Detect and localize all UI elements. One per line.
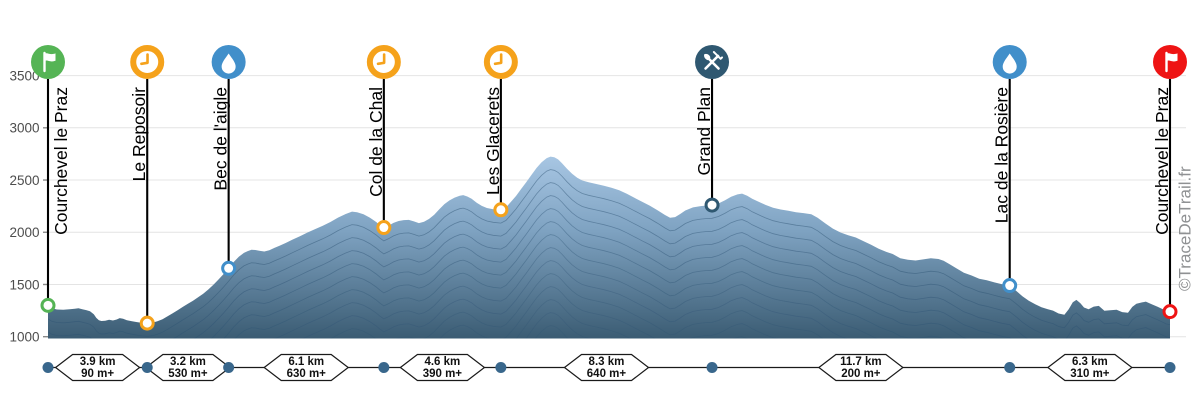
waypoint-label: Courchevel le Praz <box>1152 87 1172 235</box>
segment-gain: 630 m+ <box>287 368 327 380</box>
segment-boundary-dot <box>141 362 153 373</box>
y-axis-tick-label: 3500 <box>9 68 39 83</box>
segment-distance: 6.1 km <box>288 356 324 368</box>
segment-hexagon <box>1046 353 1133 382</box>
segment-hexagon <box>563 353 650 382</box>
start-flag-icon[interactable] <box>31 45 65 79</box>
clock-icon[interactable] <box>130 45 165 79</box>
segment-hexagon <box>399 353 486 382</box>
contour-line <box>48 247 1170 339</box>
contour-line <box>48 273 1170 339</box>
contour-line <box>48 195 1170 339</box>
waypoint-dot[interactable] <box>40 297 56 313</box>
segment-distance: 4.6 km <box>424 356 460 368</box>
y-axis-tick-label: 1500 <box>9 277 39 292</box>
segment-boundary-dot <box>1164 362 1176 373</box>
contour-line <box>48 234 1170 339</box>
waypoint-4: Les Glacerets <box>483 45 518 218</box>
waypoint-1: Le Reposoir <box>129 45 165 331</box>
waypoint-2: Bec de l'aigle <box>211 45 246 276</box>
waypoint-dot[interactable] <box>704 197 720 213</box>
finish-flag-icon[interactable] <box>1153 45 1187 79</box>
waypoint-dot[interactable] <box>1162 304 1178 320</box>
waypoint-label: Le Reposoir <box>129 87 149 182</box>
segment-boundary-dot <box>223 362 235 373</box>
waypoint-label: Bec de l'aigle <box>211 87 231 191</box>
waypoint-label: Grand Plan <box>694 87 714 176</box>
clock-icon[interactable] <box>483 45 518 79</box>
waypoint-dot[interactable] <box>493 202 509 218</box>
segment-boundary-dot <box>1004 362 1016 373</box>
segment-distance: 3.2 km <box>170 356 206 368</box>
waypoint-dot[interactable] <box>139 315 155 331</box>
segment-gain: 640 m+ <box>587 368 627 380</box>
contour-line <box>48 208 1170 339</box>
y-axis-tick-label: 1000 <box>9 330 39 345</box>
y-axis-tick-label: 2500 <box>9 173 39 188</box>
segment-distance: 11.7 km <box>840 356 882 368</box>
segment-boundary-dot <box>378 362 390 373</box>
contour-line <box>48 286 1170 339</box>
waypoint-3: Col de la Chal <box>366 45 401 236</box>
contour-line <box>48 312 1170 339</box>
waypoints: Courchevel le Praz Le Reposoir Bec de l'ai… <box>31 45 1187 331</box>
segment-distance: 6.3 km <box>1072 356 1108 368</box>
segment-hexagon <box>817 353 904 382</box>
contour-line <box>48 182 1170 339</box>
contour-line <box>48 325 1170 339</box>
contour-line <box>48 299 1170 339</box>
waypoint-7: Courchevel le Praz <box>1152 45 1187 320</box>
restaurant-icon[interactable] <box>695 45 730 79</box>
contour-line <box>48 169 1170 337</box>
segment-boundary-dot <box>706 362 718 373</box>
waypoint-dot[interactable] <box>221 260 237 276</box>
segment-gain: 200 m+ <box>841 368 881 380</box>
water-drop-icon[interactable] <box>211 45 246 79</box>
waypoint-5: Grand Plan <box>694 45 730 213</box>
contour-line <box>48 221 1170 339</box>
waypoint-label: Lac de la Rosière <box>992 87 1012 223</box>
segment-gain: 310 m+ <box>1070 368 1110 380</box>
waypoint-dot[interactable] <box>376 220 392 236</box>
waypoint-label: Col de la Chal <box>366 87 386 197</box>
water-drop-icon[interactable] <box>992 45 1027 79</box>
segment-gain: 530 m+ <box>168 368 208 380</box>
waypoint-0: Courchevel le Praz <box>31 45 71 313</box>
y-axis-tick-label: 2000 <box>9 225 39 240</box>
contour-line <box>48 260 1170 339</box>
segment-gain: 90 m+ <box>81 368 114 380</box>
waypoint-label: Courchevel le Praz <box>51 87 71 235</box>
segment-boundary-dot <box>42 362 54 373</box>
waypoint-dot[interactable] <box>1002 278 1018 294</box>
segment-hexagon <box>54 353 141 382</box>
segment-distance: 8.3 km <box>589 356 625 368</box>
waypoint-6: Lac de la Rosière <box>992 45 1027 294</box>
clock-icon[interactable] <box>366 45 401 79</box>
waypoint-label: Les Glacerets <box>483 87 503 195</box>
y-axis-tick-label: 3000 <box>9 121 39 136</box>
segment-hexagon <box>263 353 350 382</box>
watermark: ©TraceDeTrail.fr <box>1176 166 1195 291</box>
elevation-area[interactable] <box>48 156 1170 339</box>
segment-gain: 390 m+ <box>423 368 463 380</box>
segment-distance: 3.9 km <box>80 356 116 368</box>
contour-lines <box>48 169 1170 339</box>
segment-boundary-dot <box>495 362 507 373</box>
